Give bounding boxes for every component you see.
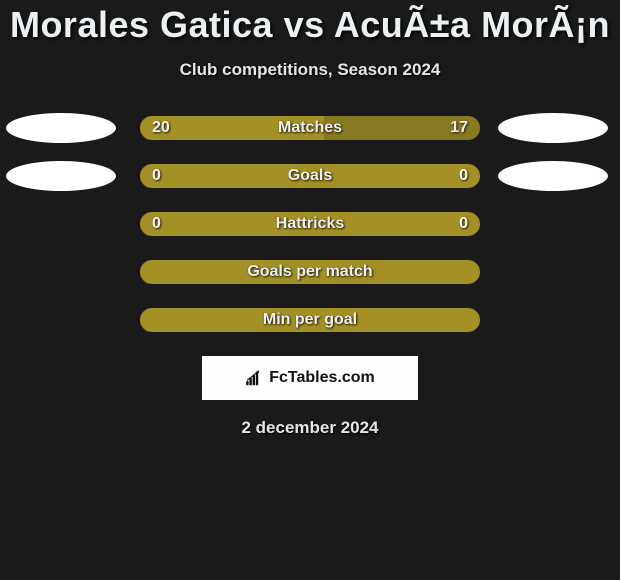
comparison-row: Goals per match — [0, 260, 620, 284]
comparison-rows: 20 17 Matches 0 0 Goals 0 0 Hattricks Goals per m… — [0, 116, 620, 332]
stat-label: Goals — [288, 167, 332, 185]
stat-value-right: 0 — [459, 167, 468, 185]
stat-bar: 20 17 Matches — [140, 116, 480, 140]
comparison-row: 0 0 Goals — [0, 164, 620, 188]
stat-bar: Min per goal — [140, 308, 480, 332]
player-badge-right — [498, 161, 608, 191]
fctables-logo-icon — [245, 370, 265, 386]
stat-label: Matches — [278, 119, 342, 137]
page-title: Morales Gatica vs AcuÃ±a MorÃ¡n — [0, 4, 620, 46]
comparison-row: Min per goal — [0, 308, 620, 332]
stat-value-left: 0 — [152, 215, 161, 233]
stat-label: Hattricks — [276, 215, 344, 233]
player-badge-left — [6, 161, 116, 191]
attribution-text: FcTables.com — [269, 369, 375, 387]
stat-label: Goals per match — [247, 263, 372, 281]
stat-bar-right — [310, 164, 480, 188]
comparison-row: 20 17 Matches — [0, 116, 620, 140]
stat-bar: 0 0 Goals — [140, 164, 480, 188]
player-badge-left — [6, 113, 116, 143]
stat-value-right: 17 — [450, 119, 468, 137]
player-badge-right — [498, 113, 608, 143]
attribution-badge: FcTables.com — [202, 356, 418, 400]
comparison-row: 0 0 Hattricks — [0, 212, 620, 236]
stat-value-left: 20 — [152, 119, 170, 137]
subtitle: Club competitions, Season 2024 — [0, 60, 620, 80]
stat-bar: 0 0 Hattricks — [140, 212, 480, 236]
date-text: 2 december 2024 — [0, 418, 620, 438]
stat-value-right: 0 — [459, 215, 468, 233]
stat-label: Min per goal — [263, 311, 357, 329]
stat-value-left: 0 — [152, 167, 161, 185]
stat-bar: Goals per match — [140, 260, 480, 284]
stat-bar-left — [140, 164, 310, 188]
